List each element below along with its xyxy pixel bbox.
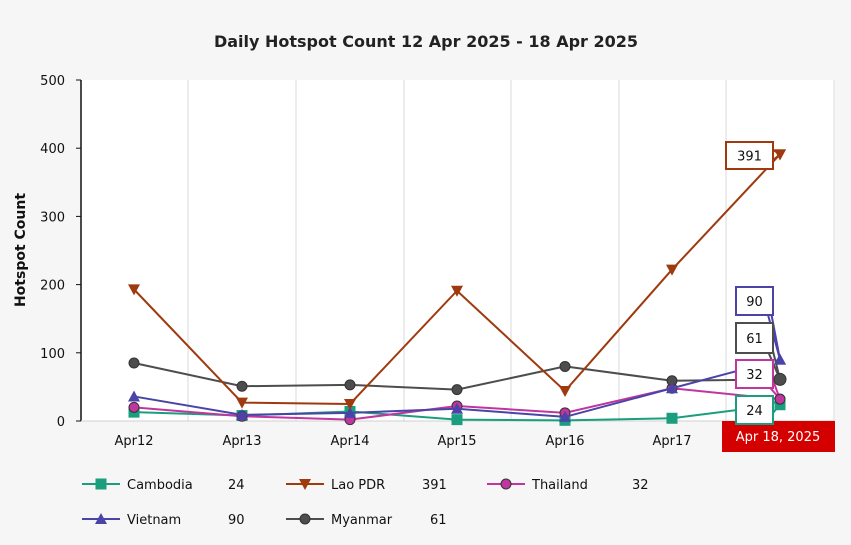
x-tick-label: Apr12 <box>114 434 153 449</box>
legend-marker <box>95 478 107 490</box>
legend-item-vietnam[interactable]: Vietnam 90 <box>82 513 245 528</box>
legend-value: 32 <box>632 478 649 493</box>
callout-cambodia: 24 <box>735 395 782 425</box>
x-tick-highlight <box>722 421 835 452</box>
x-tick-label: Apr17 <box>652 434 691 449</box>
y-tick-label: 500 <box>40 74 65 89</box>
point-vietnam <box>128 390 140 402</box>
x-tick-label: Apr14 <box>330 434 369 449</box>
point-myanmar <box>559 360 571 372</box>
point-thailand-latest <box>774 393 786 405</box>
x-tick-label: Apr13 <box>222 434 261 449</box>
legend-label: Thailand <box>531 478 588 493</box>
point-vietnam <box>666 382 678 394</box>
legend-label: Myanmar <box>331 513 393 528</box>
legend-marker <box>299 513 311 525</box>
y-tick-label: 200 <box>40 279 65 294</box>
legend-item-lao-pdr[interactable]: Lao PDR 391 <box>286 478 447 493</box>
legend-item-cambodia[interactable]: Cambodia 24 <box>82 478 245 493</box>
legend[interactable]: Cambodia 24 Lao PDR 391 Thailand 32 Vietnam 90 M… <box>82 478 649 528</box>
x-tick-label: Apr16 <box>545 434 584 449</box>
legend-marker <box>95 513 107 524</box>
y-ticks: 0 100 200 300 400 500 <box>40 74 81 430</box>
point-vietnam <box>451 402 463 414</box>
y-tick-label: 100 <box>40 347 65 362</box>
point-lao-pdr-latest <box>774 149 786 161</box>
point-lao-pdr <box>128 284 140 296</box>
grid <box>187 80 835 421</box>
legend-value: 61 <box>430 513 447 528</box>
callout-box <box>735 359 774 389</box>
point-cambodia <box>666 412 678 424</box>
point-vietnam <box>559 410 571 422</box>
point-myanmar <box>451 384 463 396</box>
legend-item-thailand[interactable]: Thailand 32 <box>487 478 649 493</box>
callout-box <box>725 141 774 170</box>
legend-value: 391 <box>422 478 447 493</box>
callouts: 391 90 61 32 24 <box>725 141 787 425</box>
legend-marker <box>500 478 512 490</box>
point-lao-pdr <box>666 264 678 276</box>
chart-title: Daily Hotspot Count 12 Apr 2025 - 18 Apr… <box>214 32 638 51</box>
legend-value: 24 <box>228 478 245 493</box>
callout-myanmar: 61 <box>735 322 781 380</box>
y-axis-label: Hotspot Count <box>13 193 29 307</box>
legend-value: 90 <box>228 513 245 528</box>
callout-box <box>735 395 774 425</box>
point-cambodia <box>451 414 463 426</box>
legend-marker <box>299 479 311 490</box>
point-lao-pdr <box>559 385 571 397</box>
y-tick-label: 400 <box>40 142 65 157</box>
x-tick-label-highlighted: Apr 18, 2025 <box>736 430 821 445</box>
point-myanmar-latest <box>773 372 787 386</box>
point-lao-pdr <box>451 285 463 297</box>
callout-value: 391 <box>737 150 762 165</box>
y-tick-label: 300 <box>40 210 65 225</box>
series-vietnam <box>128 353 786 422</box>
callout-value: 61 <box>746 332 763 347</box>
plot-area <box>81 80 835 421</box>
point-myanmar <box>128 357 140 369</box>
y-tick-label: 0 <box>57 415 65 430</box>
point-vietnam <box>236 408 248 420</box>
callout-value: 24 <box>746 404 763 419</box>
callout-value: 90 <box>746 295 763 310</box>
point-lao-pdr <box>236 397 248 409</box>
callout-value: 32 <box>746 368 763 383</box>
series-lao-pdr <box>128 149 786 410</box>
legend-label: Cambodia <box>127 478 193 493</box>
point-vietnam-latest <box>774 353 786 365</box>
callout-lao-pdr: 391 <box>725 141 782 170</box>
callout-box <box>735 286 774 316</box>
point-vietnam <box>344 406 356 418</box>
point-lao-pdr <box>344 398 356 410</box>
callout-box <box>735 322 774 354</box>
point-myanmar <box>344 379 356 391</box>
x-tick-label: Apr15 <box>437 434 476 449</box>
legend-label: Lao PDR <box>331 478 385 493</box>
legend-label: Vietnam <box>127 513 181 528</box>
legend-item-myanmar[interactable]: Myanmar 61 <box>286 513 447 528</box>
point-myanmar <box>236 380 248 392</box>
x-ticks: Apr12 Apr13 Apr14 Apr15 Apr16 Apr17 Apr 18, 20… <box>114 421 835 452</box>
point-thailand <box>128 401 140 413</box>
callout-thailand: 32 <box>735 359 781 400</box>
